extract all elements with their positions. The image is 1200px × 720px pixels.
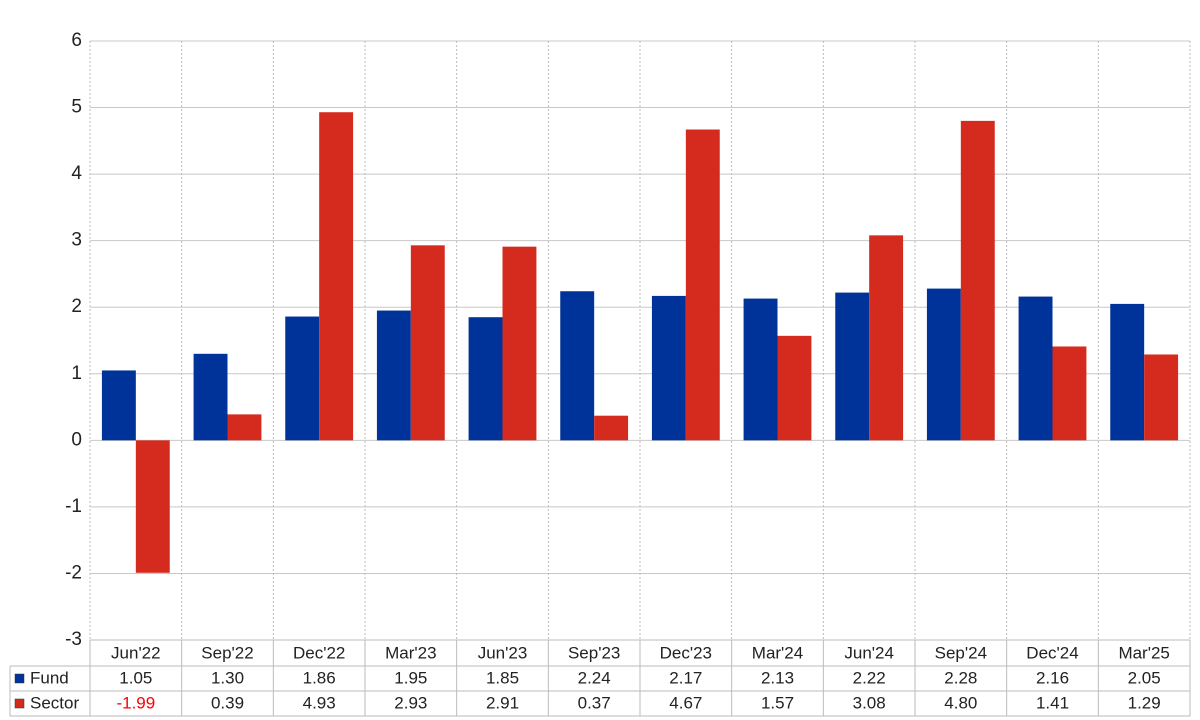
- bar: [1144, 354, 1179, 441]
- x-tick-label: Sep'23: [568, 643, 620, 662]
- x-tick-label: Jun'24: [844, 643, 894, 662]
- bar: [502, 246, 537, 441]
- y-tick-label: 2: [71, 296, 82, 317]
- x-tick-label: Jun'23: [478, 643, 528, 662]
- bar: [101, 370, 136, 441]
- table-value: 0.39: [211, 693, 244, 712]
- y-tick-label: -3: [65, 629, 82, 650]
- table-value: 4.93: [303, 693, 336, 712]
- y-tick-label: -2: [65, 562, 82, 583]
- x-tick-label: Sep'24: [935, 643, 987, 662]
- table-value: 2.22: [853, 668, 886, 687]
- bar: [376, 310, 411, 441]
- bar: [835, 292, 870, 441]
- table-value: 4.80: [944, 693, 977, 712]
- bar: [777, 335, 812, 441]
- table-value: -1.99: [116, 693, 155, 712]
- table-value: 1.29: [1128, 693, 1161, 712]
- bar: [743, 298, 778, 441]
- y-tick-label: 1: [71, 363, 82, 384]
- legend-swatch: [14, 673, 25, 684]
- table-value: 2.24: [578, 668, 611, 687]
- bar: [1018, 296, 1053, 441]
- bar: [594, 415, 629, 441]
- table-value: 1.05: [119, 668, 152, 687]
- table-value: 2.05: [1128, 668, 1161, 687]
- x-tick-label: Sep'22: [201, 643, 253, 662]
- table-value: 2.91: [486, 693, 519, 712]
- x-tick-label: Jun'22: [111, 643, 161, 662]
- y-tick-label: 3: [71, 230, 82, 251]
- x-tick-label: Dec'24: [1026, 643, 1078, 662]
- y-tick-label: -1: [65, 496, 82, 517]
- bar: [285, 316, 320, 441]
- bar: [560, 291, 595, 441]
- bar: [410, 245, 445, 441]
- y-tick-label: 5: [71, 97, 82, 118]
- legend-label: Fund: [30, 668, 69, 687]
- table-value: 0.37: [578, 693, 611, 712]
- bar: [1052, 346, 1087, 441]
- bar: [468, 317, 503, 441]
- y-tick-label: 6: [71, 30, 82, 51]
- table-value: 1.57: [761, 693, 794, 712]
- table-value: 1.30: [211, 668, 244, 687]
- bar: [651, 295, 686, 441]
- bar: [1110, 303, 1145, 441]
- bar: [685, 129, 720, 441]
- bar: [319, 112, 354, 441]
- table-value: 3.08: [853, 693, 886, 712]
- table-value: 1.85: [486, 668, 519, 687]
- table-value: 2.13: [761, 668, 794, 687]
- table-value: 1.95: [394, 668, 427, 687]
- legend-swatch: [14, 698, 25, 709]
- x-tick-label: Mar'24: [752, 643, 803, 662]
- x-tick-label: Mar'23: [385, 643, 436, 662]
- table-value: 1.41: [1036, 693, 1069, 712]
- bar: [869, 235, 904, 441]
- bar: [926, 288, 961, 441]
- x-tick-label: Dec'22: [293, 643, 345, 662]
- table-value: 2.16: [1036, 668, 1069, 687]
- bar: [193, 353, 228, 441]
- table-value: 2.17: [669, 668, 702, 687]
- x-tick-label: Mar'25: [1118, 643, 1169, 662]
- table-value: 2.28: [944, 668, 977, 687]
- table-value: 2.93: [394, 693, 427, 712]
- x-tick-label: Dec'23: [660, 643, 712, 662]
- y-tick-label: 4: [71, 163, 82, 184]
- bar: [960, 120, 995, 441]
- table-value: 1.86: [303, 668, 336, 687]
- legend-label: Sector: [30, 693, 79, 712]
- bar: [135, 440, 170, 573]
- bar: [227, 414, 262, 441]
- table-value: 4.67: [669, 693, 702, 712]
- y-tick-label: 0: [71, 429, 82, 450]
